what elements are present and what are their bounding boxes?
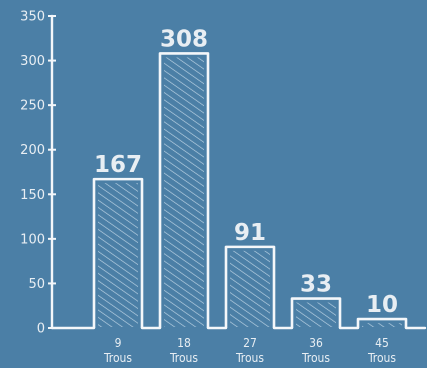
chart-axes <box>50 14 427 330</box>
bar <box>290 297 342 328</box>
x-tick-label-unit: Trous <box>235 351 264 365</box>
x-tick-label: 18 <box>177 336 191 350</box>
data-label: 91 <box>234 220 266 246</box>
x-tick-label-unit: Trous <box>367 351 396 365</box>
y-tick-label: 150 <box>20 188 45 203</box>
bar-fill <box>164 57 204 327</box>
data-label: 308 <box>160 26 208 52</box>
bar <box>92 177 144 328</box>
y-tick-label: 50 <box>28 277 45 292</box>
data-label: 10 <box>366 292 398 318</box>
x-tick-label-unit: Trous <box>103 351 132 365</box>
y-tick-label: 200 <box>20 143 45 158</box>
y-tick-label: 350 <box>20 10 45 25</box>
x-tick-label: 45 <box>375 336 389 350</box>
y-tick-label: 100 <box>20 232 45 247</box>
y-tick-label: 0 <box>37 322 45 337</box>
data-label: 33 <box>300 272 332 298</box>
x-tick-label-unit: Trous <box>169 351 198 365</box>
bar <box>356 317 408 328</box>
x-tick-label: 9 <box>115 336 122 350</box>
y-tick-label: 250 <box>20 99 45 114</box>
bar <box>158 52 210 328</box>
x-tick-label: 36 <box>309 336 323 350</box>
y-axis-ticks: 0 50 100 150 200 250 300 350 <box>20 10 56 337</box>
bar-fill <box>362 323 402 327</box>
bar-fill <box>230 250 270 327</box>
x-tick-label-unit: Trous <box>301 351 330 365</box>
bar-fill <box>98 183 138 327</box>
bar <box>224 245 276 328</box>
data-label: 167 <box>94 152 142 178</box>
bar-fill <box>296 302 336 327</box>
bars: 167 308 91 33 10 <box>92 26 408 328</box>
y-tick-label: 300 <box>20 54 45 69</box>
x-tick-label: 27 <box>243 336 257 350</box>
